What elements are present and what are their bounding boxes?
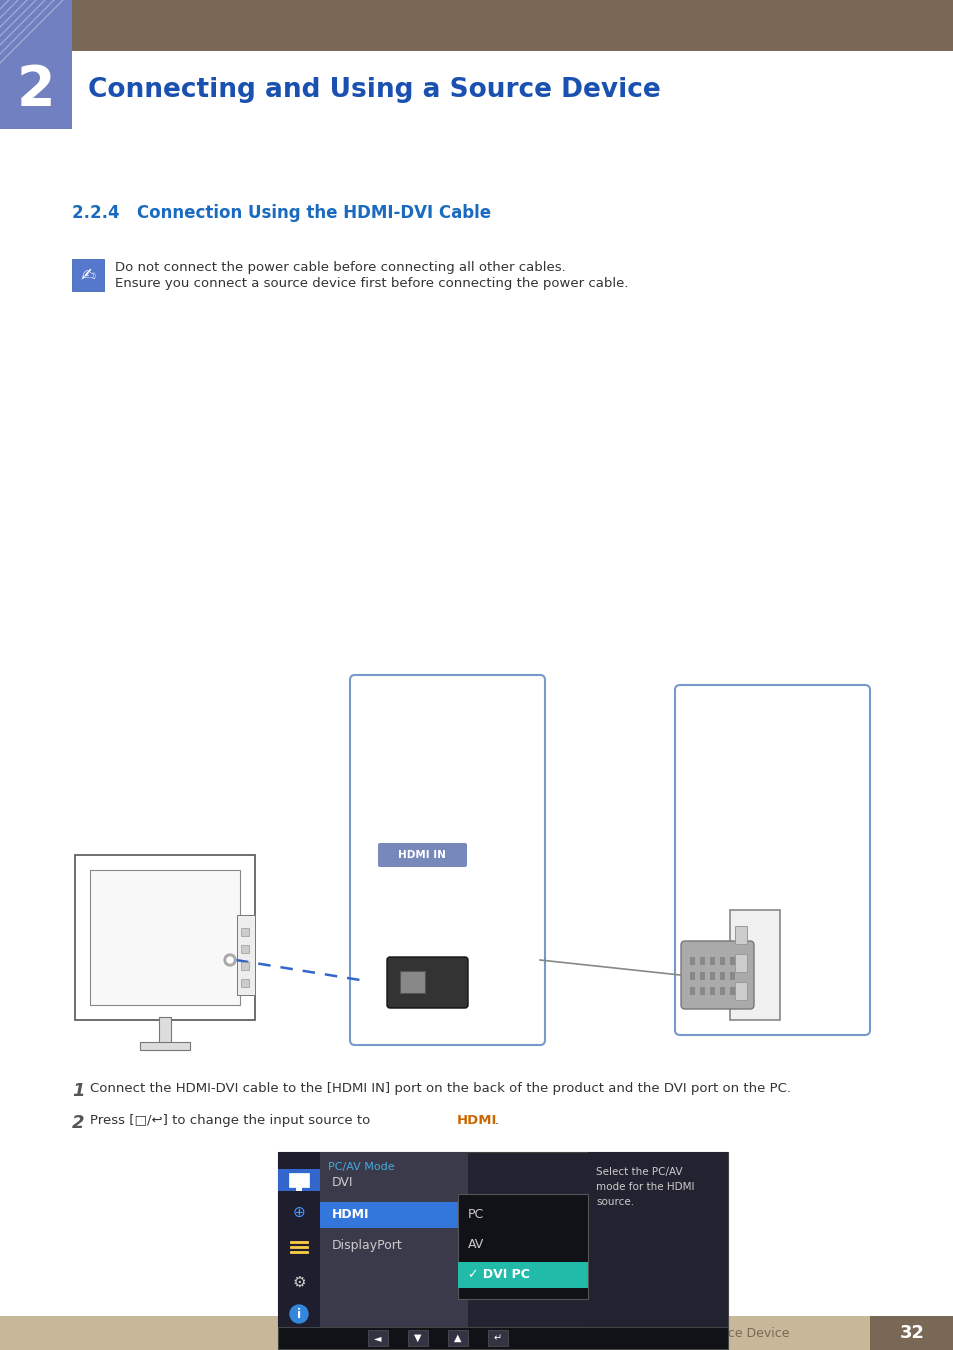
Bar (700, 987, 704, 995)
Text: ⚙: ⚙ (292, 1274, 306, 1289)
Text: HDMI IN: HDMI IN (397, 850, 445, 860)
Bar (457, 1262, 587, 1288)
Bar (71, 259, 104, 292)
Text: Ensure you connect a source device first before connecting the power cable.: Ensure you connect a source device first… (115, 277, 628, 290)
Text: HDMI: HDMI (332, 1207, 369, 1220)
Bar (399, 971, 424, 994)
Text: i: i (296, 1308, 301, 1320)
Bar (241, 927, 249, 936)
Bar (277, 1169, 319, 1191)
Text: ▲: ▲ (454, 1332, 461, 1343)
Bar (729, 910, 780, 1021)
Bar (709, 972, 714, 980)
Bar (277, 1327, 727, 1349)
Bar (159, 1017, 171, 1045)
Text: ✓ DVI PC: ✓ DVI PC (468, 1268, 529, 1281)
Bar (729, 957, 734, 965)
Bar (90, 869, 240, 1004)
Bar (869, 1316, 953, 1350)
Text: ⊕: ⊕ (293, 1204, 305, 1219)
Bar (319, 1152, 468, 1327)
Text: PC: PC (468, 1207, 484, 1220)
Text: Do not connect the power cable before connecting all other cables.: Do not connect the power cable before co… (115, 261, 565, 274)
Bar (720, 957, 724, 965)
Text: 2.2.4   Connection Using the HDMI-DVI Cable: 2.2.4 Connection Using the HDMI-DVI Cabl… (71, 204, 491, 221)
Bar (277, 1152, 319, 1327)
Bar (289, 1173, 309, 1187)
Bar (720, 972, 724, 980)
Bar (408, 1330, 428, 1346)
Bar (295, 1187, 302, 1191)
Text: DisplayPort: DisplayPort (332, 1239, 402, 1253)
Bar (734, 954, 746, 972)
Bar (734, 981, 746, 1000)
Bar (0, 0, 953, 51)
Bar (241, 963, 249, 971)
Text: 2: 2 (71, 1114, 85, 1133)
Text: .: . (495, 1114, 498, 1127)
Bar (689, 957, 695, 965)
Bar (140, 1042, 190, 1050)
Text: DVI: DVI (332, 1176, 354, 1188)
Text: HDMI: HDMI (456, 1114, 497, 1127)
Bar (0, 1316, 953, 1350)
Bar (277, 1152, 727, 1327)
Bar (448, 1330, 468, 1346)
Bar (236, 915, 254, 995)
Bar (319, 1202, 468, 1228)
FancyBboxPatch shape (387, 957, 468, 1008)
Bar (689, 972, 695, 980)
Bar (729, 972, 734, 980)
Text: ▼: ▼ (414, 1332, 421, 1343)
Bar (241, 979, 249, 987)
Bar (587, 1152, 727, 1327)
Bar (689, 987, 695, 995)
Circle shape (224, 954, 235, 967)
FancyBboxPatch shape (680, 941, 753, 1008)
Bar (488, 1330, 507, 1346)
Bar (720, 987, 724, 995)
Text: 1: 1 (71, 1081, 85, 1100)
Bar (241, 945, 249, 953)
FancyBboxPatch shape (350, 675, 544, 1045)
Text: Connecting and Using a Source Device: Connecting and Using a Source Device (88, 77, 660, 103)
Bar (0, 0, 71, 130)
Bar (700, 957, 704, 965)
Bar (75, 855, 254, 1021)
Bar (700, 972, 704, 980)
Text: PC/AV Mode: PC/AV Mode (328, 1162, 395, 1172)
Text: Press [□/↩] to change the input source to: Press [□/↩] to change the input source t… (90, 1114, 375, 1127)
Bar (729, 987, 734, 995)
FancyBboxPatch shape (377, 842, 467, 867)
Bar (734, 926, 746, 944)
Text: ✍: ✍ (80, 266, 95, 283)
Text: Connect the HDMI-DVI cable to the [HDMI IN] port on the back of the product and : Connect the HDMI-DVI cable to the [HDMI … (90, 1081, 790, 1095)
Text: 2: 2 (16, 63, 55, 117)
Text: ◄: ◄ (374, 1332, 381, 1343)
Text: 32: 32 (899, 1324, 923, 1342)
FancyBboxPatch shape (675, 684, 869, 1035)
Bar (709, 957, 714, 965)
Bar (457, 1193, 587, 1299)
Circle shape (227, 957, 233, 963)
Text: 2 Connecting and Using a Source Device: 2 Connecting and Using a Source Device (534, 1327, 789, 1339)
Text: ↵: ↵ (494, 1332, 501, 1343)
Text: AV: AV (468, 1238, 484, 1250)
Bar (368, 1330, 388, 1346)
Circle shape (290, 1305, 308, 1323)
Text: Select the PC/AV
mode for the HDMI
source.: Select the PC/AV mode for the HDMI sourc… (596, 1166, 694, 1207)
Bar (709, 987, 714, 995)
